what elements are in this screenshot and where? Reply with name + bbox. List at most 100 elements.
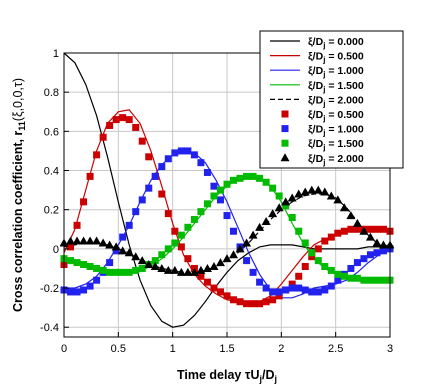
data-point: [249, 268, 257, 276]
data-point: [314, 257, 322, 265]
data-point: [80, 261, 88, 269]
series-markers-8: [60, 185, 394, 276]
data-point: [275, 192, 283, 200]
data-point: [119, 114, 127, 122]
data-point: [138, 137, 146, 145]
data-point: [256, 278, 264, 286]
data-point: [145, 184, 153, 192]
series-markers-7: [60, 172, 394, 284]
data-point: [373, 225, 381, 233]
data-point: [243, 300, 251, 308]
data-point: [157, 263, 167, 272]
legend-label-0: ξ/Dj = 0.000: [308, 36, 364, 50]
data-point: [80, 286, 88, 294]
data-point: [66, 236, 76, 245]
data-point: [105, 240, 115, 249]
data-point: [73, 288, 81, 296]
data-point: [112, 116, 120, 124]
data-point: [295, 227, 303, 235]
data-point: [229, 250, 239, 259]
series-line-0: [63, 52, 391, 328]
data-point: [164, 210, 172, 218]
data-point: [282, 286, 290, 294]
y-axis-ticks: -0.4 -0.2 0 0.2 0.4 0.6 0.8 1: [40, 48, 69, 334]
data-point: [326, 191, 336, 200]
data-point: [236, 174, 244, 182]
data-point: [282, 202, 290, 210]
data-point: [242, 238, 252, 247]
data-point: [379, 276, 387, 284]
data-point: [261, 216, 271, 225]
data-point: [248, 230, 258, 239]
data-point: [288, 284, 296, 292]
data-point: [190, 151, 198, 159]
data-point: [98, 238, 108, 247]
series-line-2: [64, 150, 391, 299]
data-point: [308, 288, 316, 296]
data-point: [372, 238, 382, 247]
x-tick-label: 0.5: [111, 343, 126, 355]
data-point: [340, 227, 348, 235]
data-point: [150, 261, 160, 270]
x-axis-ticks: 0 0.5 1 1.5 2 2.5 3: [61, 332, 393, 355]
data-point: [67, 257, 75, 265]
data-point: [249, 300, 257, 308]
data-point: [223, 212, 231, 220]
data-point: [379, 247, 387, 255]
data-point: [86, 172, 94, 180]
data-point: [321, 237, 329, 245]
data-point: [223, 292, 231, 300]
data-point: [99, 266, 107, 274]
data-point: [334, 276, 342, 284]
data-point: [352, 218, 362, 227]
data-point: [137, 256, 147, 265]
legend-swatch-8: [280, 153, 290, 162]
data-point: [360, 276, 368, 284]
data-point: [230, 176, 238, 184]
data-point: [353, 259, 361, 267]
data-point: [73, 259, 81, 267]
data-point: [262, 298, 270, 306]
legend-label-4: ξ/Dj = 2.000: [308, 94, 364, 108]
data-point: [132, 123, 140, 131]
data-point: [359, 226, 369, 235]
y-tick-label: 0.8: [44, 87, 59, 99]
data-point: [255, 222, 265, 231]
data-point: [281, 197, 291, 206]
data-point: [327, 266, 335, 274]
data-point: [125, 221, 133, 229]
data-point: [86, 262, 94, 270]
data-point: [288, 214, 296, 222]
data-point: [203, 278, 211, 286]
data-point: [314, 245, 322, 253]
data-point: [72, 236, 82, 245]
y-tick-label: 0: [53, 244, 59, 256]
data-point: [203, 168, 211, 176]
data-point: [301, 286, 309, 294]
data-point: [112, 268, 120, 276]
data-point: [93, 276, 101, 284]
data-point: [365, 232, 375, 241]
data-point: [236, 298, 244, 306]
data-point: [73, 221, 81, 229]
data-point: [92, 236, 102, 245]
data-point: [85, 236, 95, 245]
data-point: [93, 151, 101, 159]
data-point: [222, 254, 232, 263]
legend-swatch-7: [281, 139, 289, 147]
data-point: [287, 193, 297, 202]
data-point: [353, 225, 361, 233]
data-point: [321, 262, 329, 270]
data-point: [373, 249, 381, 257]
data-point: [301, 239, 309, 247]
data-point: [210, 182, 218, 190]
data-point: [111, 242, 121, 251]
data-point: [327, 282, 335, 290]
legend-label-3: ξ/Dj = 1.500: [308, 80, 364, 94]
data-point: [106, 268, 114, 276]
data-point: [184, 147, 192, 155]
y-tick-label: 1: [53, 48, 59, 60]
data-point: [243, 172, 251, 180]
